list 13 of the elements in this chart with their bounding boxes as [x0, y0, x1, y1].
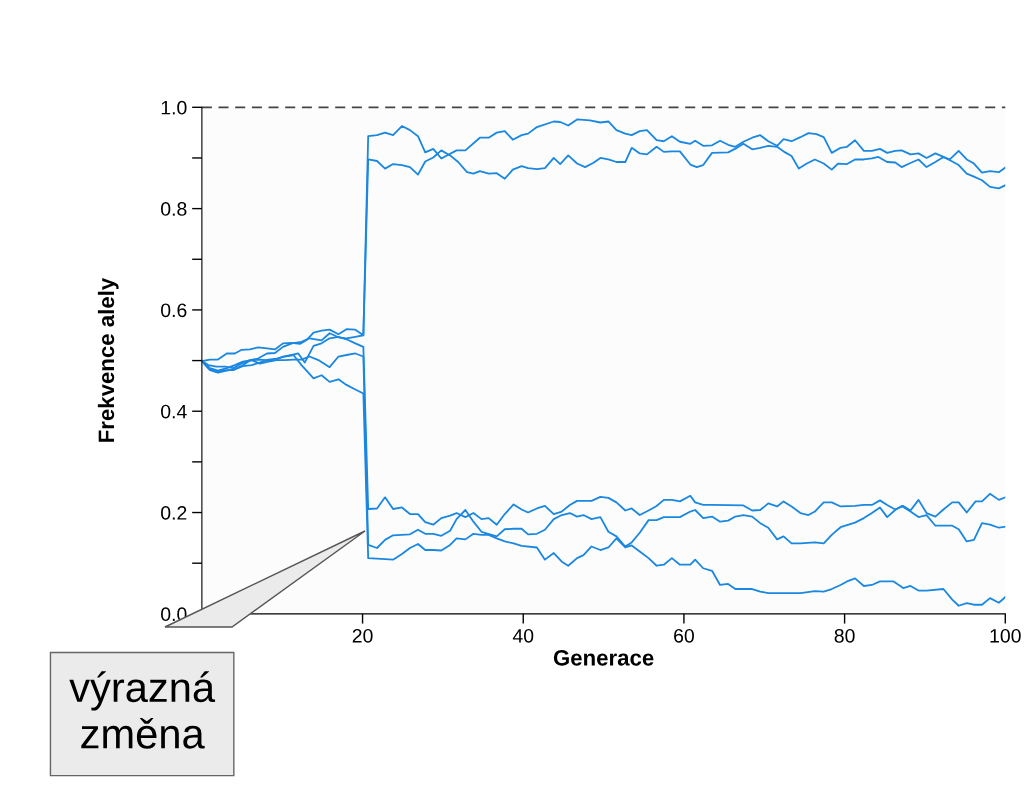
y-tick-label: 1.0 [161, 100, 187, 115]
x-axis-title: Generace [553, 649, 654, 666]
y-tick-label: 0.6 [161, 303, 187, 318]
y-tick-label: 0.8 [161, 202, 187, 216]
x-tick-label: 60 [674, 628, 694, 643]
y-tick-label: 0.2 [161, 506, 187, 520]
x-tick-label: 20 [352, 628, 373, 643]
x-tick-label: 100 [990, 628, 1021, 643]
y-axis-title: Frekvence alely [97, 277, 119, 442]
y-tick-label: 0.4 [161, 404, 187, 419]
x-tick-label: 40 [512, 628, 534, 643]
text: výrazná změna [69, 671, 216, 749]
x-tick-label: 80 [834, 628, 855, 643]
